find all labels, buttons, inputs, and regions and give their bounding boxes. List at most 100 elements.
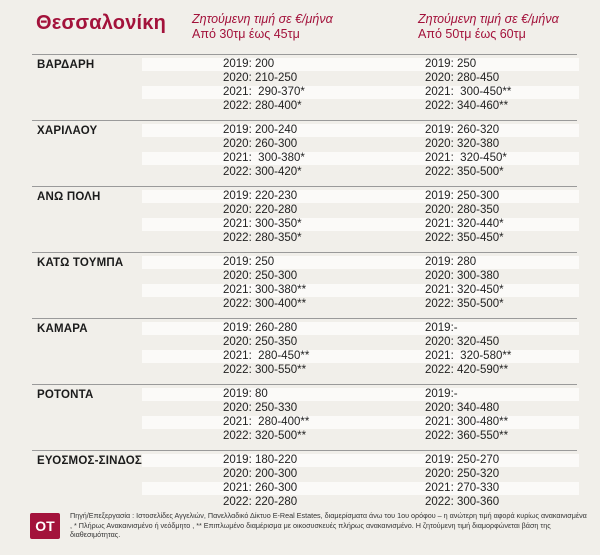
price-30-45: 2020: 210-250 bbox=[223, 72, 298, 84]
price-30-45: 2019: 220-230 bbox=[223, 190, 298, 202]
price-30-45: 2022: 300-550** bbox=[223, 364, 307, 376]
price-30-45: 2021: 300-380* bbox=[223, 152, 305, 164]
price-50-60: 2019: 250 bbox=[425, 58, 477, 70]
area-section: ΚΑΤΩ ΤΟΥΜΠΑ 2019: 250 2019: 280 2020: 250-3… bbox=[24, 252, 579, 318]
area-name: ΑΝΩ ΠΟΛΗ bbox=[37, 191, 101, 203]
table-row: 2022: 280-400* 2022: 340-460** bbox=[142, 100, 579, 113]
price-50-60: 2020: 340-480 bbox=[425, 402, 500, 414]
column-header-line2: Από 30τμ έως 45τμ bbox=[192, 27, 300, 41]
price-30-45: 2021: 280-400** bbox=[223, 416, 310, 428]
section-divider bbox=[32, 450, 577, 451]
section-divider bbox=[32, 318, 577, 319]
area-section: ΕΥΟΣΜΟΣ-ΣΙΝΔΟΣ 2019: 180-220 2019: 250-270… bbox=[24, 450, 579, 516]
area-name: ΕΥΟΣΜΟΣ-ΣΙΝΔΟΣ bbox=[37, 455, 143, 467]
table-row: 2022: 300-550** 2022: 420-590** bbox=[142, 364, 579, 377]
city-title: Θεσσαλονίκη bbox=[36, 12, 167, 34]
price-30-45: 2019: 80 bbox=[223, 388, 268, 400]
price-50-60: 2019:- bbox=[425, 322, 458, 334]
area-name: ΧΑΡΙΛΑΟΥ bbox=[37, 125, 98, 137]
section-divider bbox=[32, 120, 577, 121]
area-name: ΚΑΜΑΡΑ bbox=[37, 323, 88, 335]
price-50-60: 2022: 350-450* bbox=[425, 232, 504, 244]
table-row: 2019: 250 2019: 280 bbox=[142, 256, 579, 269]
section-divider bbox=[32, 186, 577, 187]
area-section: ΚΑΜΑΡΑ 2019: 260-280 2019:- 2020: 250-350 20… bbox=[24, 318, 579, 384]
price-30-45: 2019: 200 bbox=[223, 58, 275, 70]
price-30-45: 2020: 250-350 bbox=[223, 336, 298, 348]
header: Θεσσαλονίκη Ζητούμενη τιμή σε €/μήνα Από… bbox=[0, 0, 600, 58]
column-header-line1: Ζητούμενη τιμή σε €/μήνα bbox=[418, 12, 559, 26]
table-row: 2021: 280-450** 2021: 320-580** bbox=[142, 350, 579, 363]
price-50-60: 2022: 350-500* bbox=[425, 298, 504, 310]
price-50-60: 2021: 320-450* bbox=[425, 284, 504, 296]
table-row: 2022: 220-280 2022: 300-360 bbox=[142, 496, 579, 509]
price-50-60: 2019: 280 bbox=[425, 256, 477, 268]
price-30-45: 2020: 250-330 bbox=[223, 402, 298, 414]
table-row: 2022: 300-420* 2022: 350-500* bbox=[142, 166, 579, 179]
table-row: 2019: 220-230 2019: 250-300 bbox=[142, 190, 579, 203]
price-30-45: 2020: 200-300 bbox=[223, 468, 298, 480]
column-header-line2: Από 50τμ έως 60τμ bbox=[418, 27, 526, 41]
table-row: 2019: 80 2019:- bbox=[142, 388, 579, 401]
price-50-60: 2020: 300-380 bbox=[425, 270, 500, 282]
price-50-60: 2022: 340-460** bbox=[425, 100, 509, 112]
table-row: 2020: 250-300 2020: 300-380 bbox=[142, 270, 579, 283]
price-50-60: 2020: 320-450 bbox=[425, 336, 500, 348]
price-50-60: 2019:- bbox=[425, 388, 458, 400]
price-50-60: 2021: 320-440* bbox=[425, 218, 504, 230]
table-row: 2020: 250-330 2020: 340-480 bbox=[142, 402, 579, 415]
price-30-45: 2021: 300-350* bbox=[223, 218, 302, 230]
price-30-45: 2019: 260-280 bbox=[223, 322, 298, 334]
ot-logo: ΟΤ bbox=[30, 513, 60, 539]
table-row: 2020: 250-350 2020: 320-450 bbox=[142, 336, 579, 349]
area-section: ΑΝΩ ΠΟΛΗ 2019: 220-230 2019: 250-300 2020: … bbox=[24, 186, 579, 252]
table-row: 2019: 180-220 2019: 250-270 bbox=[142, 454, 579, 467]
area-name: ΡΟΤΟΝΤΑ bbox=[37, 389, 94, 401]
section-divider bbox=[32, 54, 577, 55]
price-30-45: 2021: 280-450** bbox=[223, 350, 310, 362]
price-50-60: 2019: 260-320 bbox=[425, 124, 500, 136]
price-30-45: 2020: 220-280 bbox=[223, 204, 298, 216]
table-row: 2019: 200 2019: 250 bbox=[142, 58, 579, 71]
price-30-45: 2021: 300-380** bbox=[223, 284, 307, 296]
price-30-45: 2022: 280-350* bbox=[223, 232, 302, 244]
area-name: ΚΑΤΩ ΤΟΥΜΠΑ bbox=[37, 257, 124, 269]
table-row: 2021: 260-300 2021: 270-330 bbox=[142, 482, 579, 495]
table-row: 2019: 200-240 2019: 260-320 bbox=[142, 124, 579, 137]
table-row: 2020: 210-250 2020: 280-450 bbox=[142, 72, 579, 85]
price-50-60: 2020: 320-380 bbox=[425, 138, 500, 150]
price-50-60: 2020: 280-350 bbox=[425, 204, 500, 216]
price-30-45: 2020: 260-300 bbox=[223, 138, 298, 150]
price-50-60: 2022: 350-500* bbox=[425, 166, 504, 178]
section-divider bbox=[32, 384, 577, 385]
table-row: 2020: 260-300 2020: 320-380 bbox=[142, 138, 579, 151]
price-50-60: 2020: 280-450 bbox=[425, 72, 500, 84]
footer: ΟΤ Πηγή/Επεξεργασία : Ιστοσελίδες Αγγελι… bbox=[0, 503, 600, 555]
price-50-60: 2021: 300-450** bbox=[425, 86, 512, 98]
price-50-60: 2022: 300-360 bbox=[425, 496, 500, 508]
price-30-45: 2019: 200-240 bbox=[223, 124, 298, 136]
area-name: ΒΑΡΔΑΡΗ bbox=[37, 59, 95, 71]
price-50-60: 2021: 300-480** bbox=[425, 416, 509, 428]
price-50-60: 2022: 360-550** bbox=[425, 430, 509, 442]
area-section: ΒΑΡΔΑΡΗ 2019: 200 2019: 250 2020: 210-250 20… bbox=[24, 54, 579, 120]
price-30-45: 2022: 320-500** bbox=[223, 430, 307, 442]
price-30-45: 2022: 280-400* bbox=[223, 100, 302, 112]
table-row: 2021: 300-380* 2021: 320-450* bbox=[142, 152, 579, 165]
price-30-45: 2020: 250-300 bbox=[223, 270, 298, 282]
table-row: 2021: 300-350* 2021: 320-440* bbox=[142, 218, 579, 231]
table-row: 2021: 280-400** 2021: 300-480** bbox=[142, 416, 579, 429]
price-30-45: 2019: 180-220 bbox=[223, 454, 298, 466]
price-50-60: 2019: 250-300 bbox=[425, 190, 500, 202]
price-50-60: 2021: 320-450* bbox=[425, 152, 507, 164]
table-row: 2020: 220-280 2020: 280-350 bbox=[142, 204, 579, 217]
price-30-45: 2022: 300-420* bbox=[223, 166, 302, 178]
table-row: 2021: 300-380** 2021: 320-450* bbox=[142, 284, 579, 297]
price-30-45: 2022: 300-400** bbox=[223, 298, 307, 310]
table-row: 2021: 290-370* 2021: 300-450** bbox=[142, 86, 579, 99]
price-30-45: 2021: 290-370* bbox=[223, 86, 305, 98]
price-50-60: 2019: 250-270 bbox=[425, 454, 500, 466]
table-row: 2022: 280-350* 2022: 350-450* bbox=[142, 232, 579, 245]
table-row: 2020: 200-300 2020: 250-320 bbox=[142, 468, 579, 481]
price-50-60: 2022: 420-590** bbox=[425, 364, 509, 376]
